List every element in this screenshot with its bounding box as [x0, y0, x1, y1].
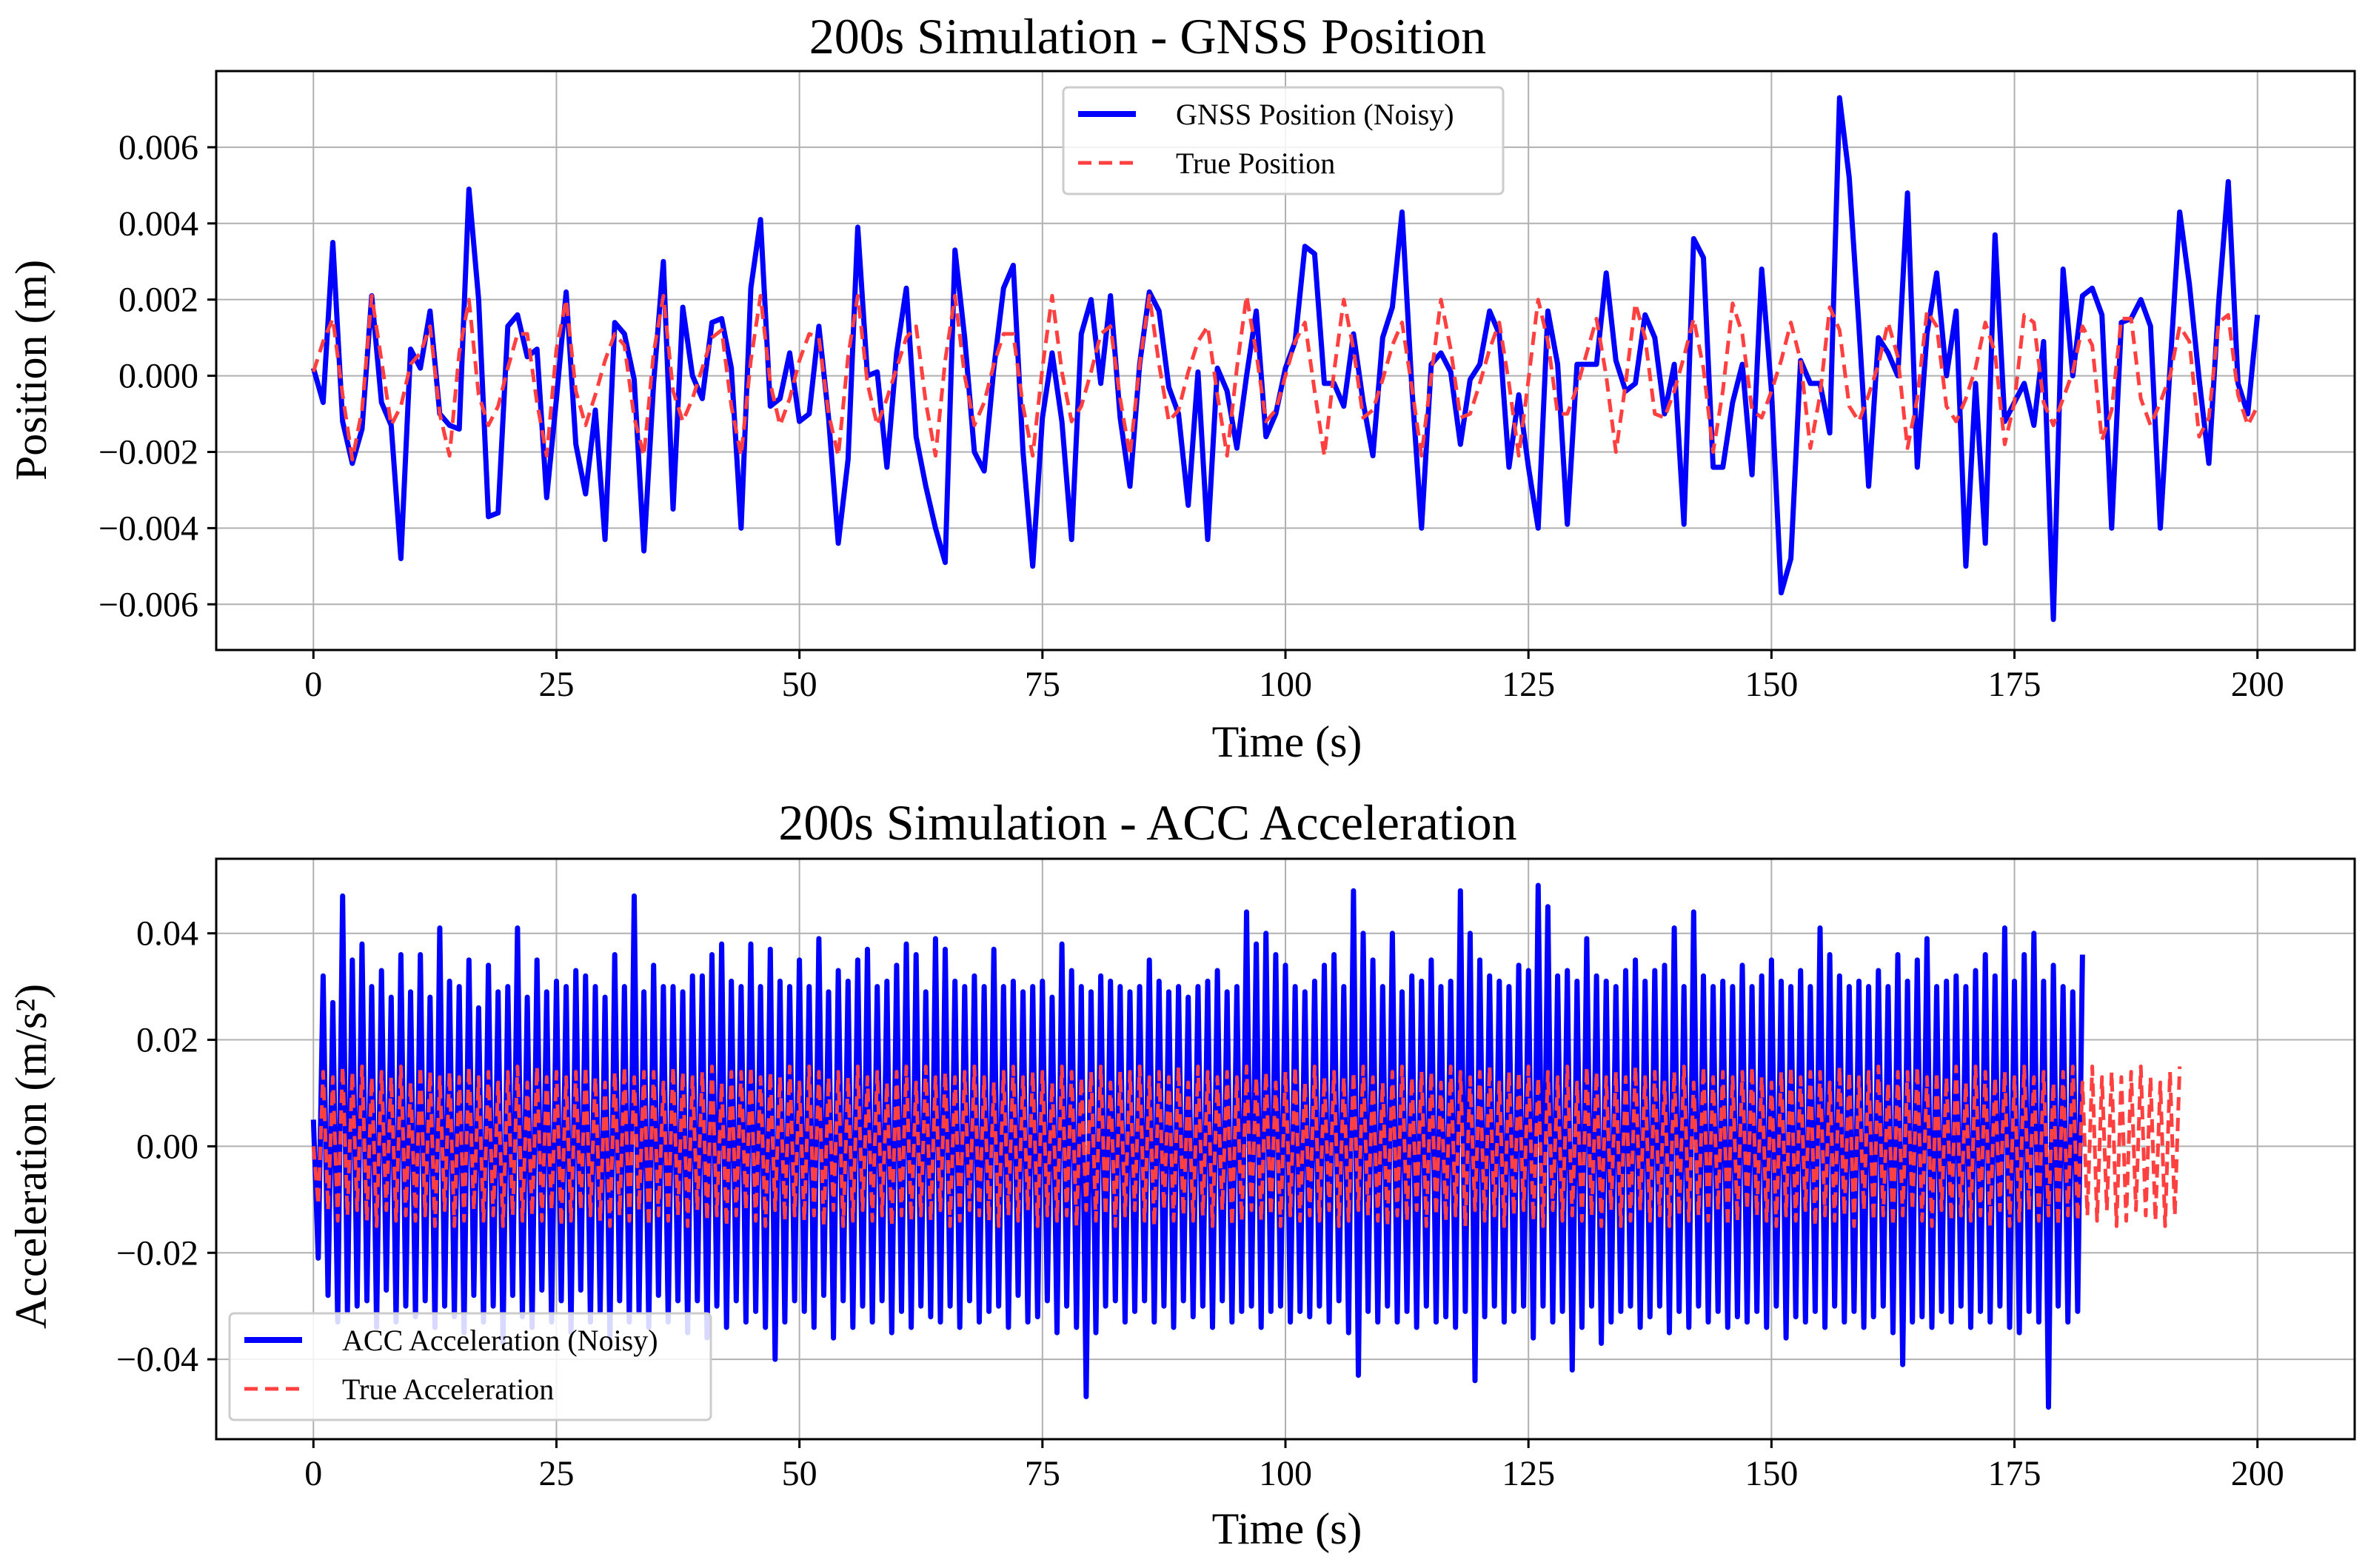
legend-box: [1062, 86, 1505, 195]
x-tick-label: 75: [1025, 665, 1060, 704]
y-axis-label: Acceleration (m/s²): [7, 984, 56, 1329]
x-tick-label: 175: [1988, 665, 2041, 704]
plot-area: [310, 95, 2261, 623]
legend-label-true: True Acceleration: [342, 1373, 554, 1406]
legend-label-true: True Position: [1176, 147, 1335, 180]
y-tick-label: 0.004: [118, 204, 198, 244]
x-tick-label: 200: [2231, 1454, 2284, 1493]
y-tick-label: 0.000: [118, 357, 198, 396]
legend-label-gnss: GNSS Position (Noisy): [1176, 98, 1454, 131]
legend: ACC Acceleration (Noisy) True Accelerati…: [228, 1312, 712, 1421]
x-tick-label: 75: [1025, 1454, 1060, 1493]
series-line-noisy: [310, 95, 2261, 623]
y-tick-label: −0.02: [116, 1233, 198, 1273]
legend: GNSS Position (Noisy) True Position: [1062, 86, 1505, 195]
series-line-true: [311, 294, 2259, 462]
x-tick-label: 150: [1745, 665, 1798, 704]
chart-title: 200s Simulation - GNSS Position: [809, 8, 1486, 64]
y-tick-label: −0.002: [98, 432, 198, 472]
y-tick-label: 0.04: [136, 914, 198, 954]
y-tick-label: 0.006: [118, 128, 198, 167]
gnss-position-chart: 200s Simulation - GNSS Position 0 25 50 75 1…: [7, 8, 2356, 766]
x-tick-label: 50: [782, 1454, 817, 1493]
series-line-true: [311, 1065, 2182, 1228]
legend-box: [228, 1312, 712, 1421]
y-tick-label: 0.002: [118, 281, 198, 320]
y-axis-label: Position (m): [7, 260, 56, 480]
x-tick-label: 50: [782, 665, 817, 704]
y-tick-label: −0.04: [116, 1340, 198, 1379]
y-tick-label: −0.004: [98, 509, 198, 548]
x-axis-label: Time (s): [1212, 717, 1362, 766]
acc-acceleration-chart: 200s Simulation - ACC Acceleration 0 25 50…: [7, 794, 2356, 1553]
y-tick-label: −0.006: [98, 585, 198, 624]
y-ticks: −0.006 −0.004 −0.002 0.000 0.002 0.004 0.006: [98, 128, 216, 624]
x-tick-label: 150: [1745, 1454, 1798, 1493]
x-tick-label: 0: [304, 1454, 322, 1493]
x-tick-label: 25: [538, 1454, 574, 1493]
x-tick-label: 0: [304, 665, 322, 704]
x-tick-label: 125: [1502, 1454, 1555, 1493]
y-tick-label: 0.02: [136, 1021, 198, 1060]
x-tick-label: 100: [1259, 1454, 1312, 1493]
x-axis-label: Time (s): [1212, 1504, 1362, 1553]
x-tick-label: 200: [2231, 665, 2284, 704]
x-tick-label: 125: [1502, 665, 1555, 704]
x-tick-label: 25: [538, 665, 574, 704]
y-ticks: −0.04 −0.02 0.00 0.02 0.04: [116, 914, 216, 1379]
x-tick-label: 100: [1259, 665, 1312, 704]
x-ticks: 0 25 50 75 100 125 150 175 200: [304, 650, 2284, 704]
x-tick-label: 175: [1988, 1454, 2041, 1493]
x-ticks: 0 25 50 75 100 125 150 175 200: [304, 1439, 2284, 1493]
legend-label-acc: ACC Acceleration (Noisy): [342, 1324, 658, 1357]
plot-area: [310, 882, 2182, 1410]
chart-title: 200s Simulation - ACC Acceleration: [778, 794, 1516, 851]
y-tick-label: 0.00: [136, 1127, 198, 1166]
